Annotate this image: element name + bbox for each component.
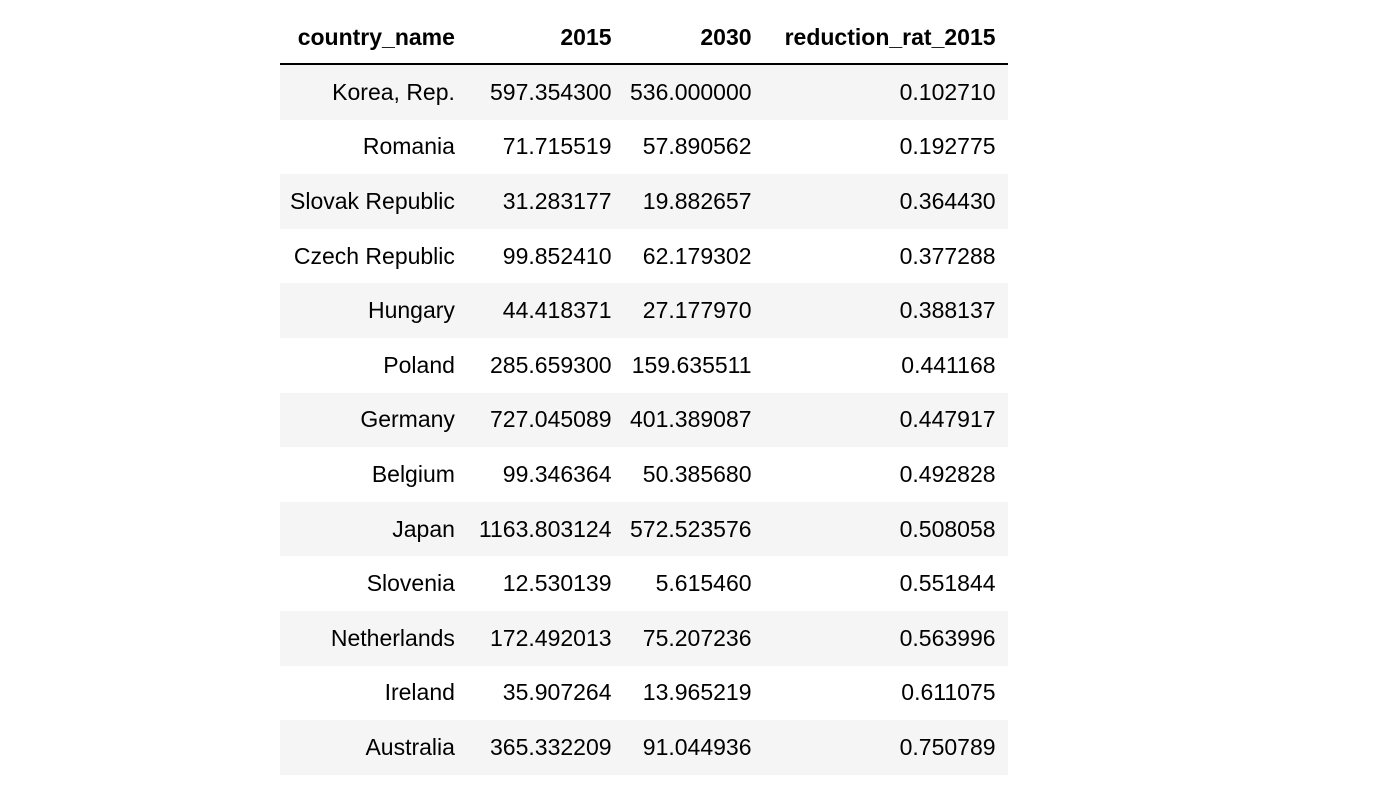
table-row: Ireland 35.907264 13.965219 0.611075 (280, 665, 1008, 721)
value-2015-cell: 99.852410 (502, 242, 612, 269)
value-2015-cell: 12.530139 (502, 570, 612, 597)
value-2030-cell: 19.882657 (642, 187, 752, 214)
value-2030-cell: 13.965219 (642, 679, 752, 706)
country-name-cell: Slovak Republic (290, 187, 455, 214)
value-2030-cell: 27.177970 (642, 297, 752, 324)
value-2015-cell: 172.492013 (490, 624, 612, 651)
dataframe-table: country_name 2015 2030 reduction_rat_201… (280, 11, 1008, 775)
column-header-reduction-rat-2015: reduction_rat_2015 (763, 11, 1008, 65)
value-2030-cell: 159.635511 (631, 351, 752, 378)
country-name-cell: Belgium (371, 460, 455, 487)
table-header: country_name 2015 2030 reduction_rat_201… (280, 11, 1008, 65)
reduction-rat-2015-cell: 0.508058 (899, 515, 996, 542)
country-name-cell: Germany (360, 406, 455, 433)
value-2015-cell: 35.907264 (502, 679, 612, 706)
country-name-cell: Romania (362, 133, 455, 160)
header-row: country_name 2015 2030 reduction_rat_201… (280, 11, 1008, 65)
value-2030-cell: 57.890562 (642, 133, 752, 160)
table-body: Korea, Rep. 597.354300 536.000000 0.102710 R… (280, 64, 1008, 775)
value-2030-cell: 5.615460 (655, 570, 752, 597)
table-row: Netherlands 172.492013 75.207236 0.563996 (280, 610, 1008, 666)
value-2030-cell: 91.044936 (642, 733, 752, 760)
reduction-rat-2015-cell: 0.364430 (899, 187, 996, 214)
table-row: Japan 1163.803124 572.523576 0.508058 (280, 501, 1008, 557)
reduction-rat-2015-cell: 0.563996 (899, 624, 996, 651)
column-header-2015: 2015 (466, 11, 624, 65)
country-name-cell: Netherlands (330, 624, 455, 651)
value-2015-cell: 31.283177 (502, 187, 612, 214)
table-row: Slovenia 12.530139 5.615460 0.551844 (280, 556, 1008, 611)
country-name-cell: Slovenia (366, 570, 455, 597)
reduction-rat-2015-cell: 0.551844 (899, 570, 996, 597)
value-2015-cell: 727.045089 (490, 406, 612, 433)
country-name-cell: Poland (383, 351, 455, 378)
value-2030-cell: 62.179302 (642, 242, 752, 269)
value-2030-cell: 50.385680 (642, 460, 752, 487)
value-2015-cell: 365.332209 (490, 733, 612, 760)
table-row: Australia 365.332209 91.044936 0.750789 (280, 720, 1008, 775)
value-2030-cell: 572.523576 (630, 515, 752, 542)
country-name-cell: Czech Republic (293, 242, 455, 269)
value-2015-cell: 99.346364 (502, 460, 612, 487)
country-name-cell: Australia (365, 733, 455, 760)
reduction-rat-2015-cell: 0.441168 (901, 351, 996, 378)
table-row: Czech Republic 99.852410 62.179302 0.377288 (280, 228, 1008, 284)
country-name-cell: Japan (392, 515, 455, 542)
table-row: Germany 727.045089 401.389087 0.447917 (280, 392, 1008, 448)
value-2015-cell: 71.715519 (502, 133, 612, 160)
value-2015-cell: 1163.803124 (478, 515, 612, 542)
value-2030-cell: 75.207236 (642, 624, 752, 651)
country-name-cell: Korea, Rep. (332, 78, 455, 105)
reduction-rat-2015-cell: 0.447917 (899, 406, 996, 433)
reduction-rat-2015-cell: 0.492828 (899, 460, 996, 487)
table-row: Belgium 99.346364 50.385680 0.492828 (280, 447, 1008, 502)
value-2030-cell: 401.389087 (630, 406, 752, 433)
column-header-country-name: country_name (280, 11, 467, 65)
value-2030-cell: 536.000000 (630, 78, 752, 105)
value-2015-cell: 44.418371 (502, 297, 612, 324)
table-row: Korea, Rep. 597.354300 536.000000 0.102710 (280, 64, 1008, 120)
reduction-rat-2015-cell: 0.102710 (899, 78, 996, 105)
reduction-rat-2015-cell: 0.611075 (901, 679, 996, 706)
reduction-rat-2015-cell: 0.377288 (899, 242, 996, 269)
table-row: Hungary 44.418371 27.177970 0.388137 (280, 283, 1008, 338)
value-2015-cell: 597.354300 (490, 78, 612, 105)
reduction-rat-2015-cell: 0.388137 (899, 297, 996, 324)
country-name-cell: Ireland (384, 679, 455, 706)
table-row: Poland 285.659300 159.635511 0.441168 (280, 337, 1008, 393)
reduction-rat-2015-cell: 0.192775 (899, 133, 996, 160)
value-2015-cell: 285.659300 (490, 351, 612, 378)
table-row: Romania 71.715519 57.890562 0.192775 (280, 119, 1008, 175)
column-header-2030: 2030 (623, 11, 764, 65)
reduction-rat-2015-cell: 0.750789 (899, 733, 996, 760)
table-row: Slovak Republic 31.283177 19.882657 0.36443… (280, 174, 1008, 229)
country-name-cell: Hungary (367, 297, 455, 324)
